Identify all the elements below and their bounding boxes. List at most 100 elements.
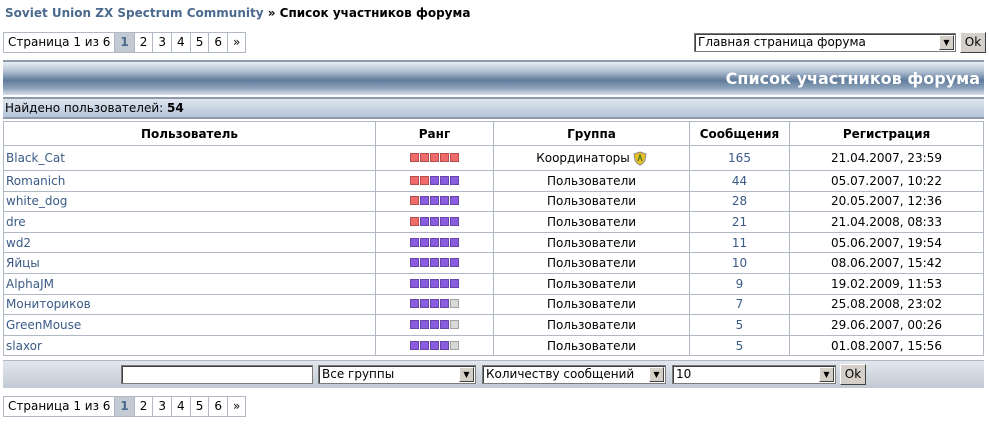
group-name: Пользователи bbox=[546, 256, 637, 271]
page-2[interactable]: 2 bbox=[133, 33, 153, 52]
group-name: Пользователи bbox=[546, 173, 637, 188]
col-posts[interactable]: Сообщения bbox=[689, 121, 790, 146]
breadcrumb-separator: » bbox=[263, 6, 280, 20]
user-cell: Мониториков bbox=[3, 293, 376, 316]
next-page[interactable]: » bbox=[226, 33, 245, 52]
posts-cell: 28 bbox=[689, 190, 790, 213]
found-count: 54 bbox=[167, 101, 184, 115]
shield-icon bbox=[633, 150, 647, 166]
jump-ok-button[interactable]: Ok bbox=[960, 32, 986, 53]
table-row: dre Пользователи 21 21.04.2008, 08:33 bbox=[3, 211, 984, 233]
rank-pip bbox=[420, 237, 429, 247]
breadcrumb-home-link[interactable]: Soviet Union ZX Spectrum Community bbox=[5, 6, 264, 20]
rank-pip bbox=[410, 319, 419, 329]
posts-link[interactable]: 10 bbox=[731, 256, 748, 271]
rank-pip bbox=[440, 340, 449, 350]
user-link[interactable]: slaxor bbox=[6, 338, 42, 353]
rank-pip bbox=[430, 340, 439, 350]
posts-cell: 21 bbox=[689, 211, 790, 233]
user-link[interactable]: Яйцы bbox=[6, 256, 40, 271]
group-cell: Пользователи bbox=[493, 314, 690, 336]
forum-jump-select[interactable]: Главная страница форума ▼ bbox=[694, 33, 956, 52]
rank-indicator bbox=[410, 340, 459, 350]
col-registered[interactable]: Регистрация bbox=[789, 121, 984, 146]
per-page-value: 10 bbox=[676, 367, 692, 381]
user-cell: wd2 bbox=[3, 231, 376, 254]
rank-indicator bbox=[410, 175, 459, 185]
chevron-down-icon: ▼ bbox=[649, 367, 664, 382]
sort-select[interactable]: Количеству сообщений ▼ bbox=[482, 365, 666, 384]
page-1[interactable]: 1 bbox=[114, 397, 134, 416]
posts-link[interactable]: 11 bbox=[731, 235, 748, 250]
posts-link[interactable]: 5 bbox=[735, 317, 744, 332]
table-row: Black_Cat Координаторы 165 21.04.2007, 2… bbox=[3, 145, 984, 171]
posts-link[interactable]: 21 bbox=[731, 214, 748, 229]
page-1[interactable]: 1 bbox=[114, 33, 134, 52]
page-3[interactable]: 3 bbox=[152, 397, 171, 416]
page-6[interactable]: 6 bbox=[208, 33, 227, 52]
rank-indicator bbox=[410, 299, 459, 309]
user-link[interactable]: dre bbox=[6, 214, 26, 229]
rank-pip bbox=[420, 153, 429, 162]
posts-link[interactable]: 165 bbox=[728, 151, 751, 165]
rank-cell bbox=[375, 190, 494, 213]
table-row: white_dog Пользователи 28 20.05.2007, 12… bbox=[3, 190, 984, 213]
rank-pip bbox=[450, 258, 459, 268]
rank-pip bbox=[430, 175, 439, 185]
rank-pip bbox=[450, 237, 459, 247]
rank-pip bbox=[420, 319, 429, 329]
table-row: wd2 Пользователи 11 05.06.2007, 19:54 bbox=[3, 231, 984, 254]
rank-pip bbox=[450, 319, 459, 329]
posts-cell: 5 bbox=[689, 334, 790, 357]
group-cell: Пользователи bbox=[493, 293, 690, 316]
user-link[interactable]: wd2 bbox=[6, 235, 32, 250]
user-link[interactable]: Romanich bbox=[6, 173, 66, 188]
next-page[interactable]: » bbox=[226, 397, 245, 416]
rank-pip bbox=[410, 299, 419, 309]
table-row: Мониториков Пользователи 7 25.08.2008, 2… bbox=[3, 293, 984, 316]
page-6[interactable]: 6 bbox=[208, 397, 227, 416]
user-cell: Black_Cat bbox=[3, 145, 376, 171]
page-3[interactable]: 3 bbox=[152, 33, 171, 52]
posts-link[interactable]: 7 bbox=[735, 297, 744, 312]
username-search-input[interactable] bbox=[121, 365, 313, 384]
col-user[interactable]: Пользователь bbox=[3, 121, 376, 146]
page-2[interactable]: 2 bbox=[133, 397, 153, 416]
rank-cell bbox=[375, 170, 494, 192]
posts-link[interactable]: 5 bbox=[735, 338, 744, 353]
rank-pip bbox=[420, 340, 429, 350]
user-link[interactable]: white_dog bbox=[6, 194, 68, 209]
user-link[interactable]: Мониториков bbox=[6, 297, 91, 312]
rank-pip bbox=[450, 175, 459, 185]
page-5[interactable]: 5 bbox=[189, 33, 209, 52]
posts-link[interactable]: 9 bbox=[735, 276, 744, 291]
page-4[interactable]: 4 bbox=[171, 33, 190, 52]
posts-link[interactable]: 28 bbox=[731, 194, 748, 209]
rank-pip bbox=[430, 278, 439, 288]
group-name: Координаторы bbox=[536, 150, 630, 165]
col-rank: Ранг bbox=[375, 121, 494, 146]
group-filter-select[interactable]: Все группы ▼ bbox=[318, 365, 476, 384]
group-cell: Пользователи bbox=[493, 252, 690, 274]
user-link[interactable]: GreenMouse bbox=[6, 317, 82, 332]
rank-pip bbox=[410, 216, 419, 226]
per-page-select[interactable]: 10 ▼ bbox=[672, 365, 836, 384]
user-link[interactable]: AlphaJM bbox=[6, 276, 55, 291]
rank-cell bbox=[375, 231, 494, 254]
registered-cell: 08.06.2007, 15:42 bbox=[789, 252, 984, 274]
group-filter-value: Все группы bbox=[322, 367, 395, 381]
rank-pip bbox=[420, 216, 429, 226]
posts-link[interactable]: 44 bbox=[731, 173, 748, 188]
pagination-bottom: Страница 1 из 6 1 2 3 4 5 6 » bbox=[3, 396, 247, 417]
page-4[interactable]: 4 bbox=[171, 397, 190, 416]
user-cell: GreenMouse bbox=[3, 314, 376, 336]
user-link[interactable]: Black_Cat bbox=[6, 151, 65, 165]
filter-ok-button[interactable]: Ok bbox=[840, 364, 866, 385]
rank-pip bbox=[440, 278, 449, 288]
page-5[interactable]: 5 bbox=[189, 397, 209, 416]
table-row: GreenMouse Пользователи 5 29.06.2007, 00… bbox=[3, 314, 984, 336]
rank-pip bbox=[440, 153, 449, 162]
group-cell: Пользователи bbox=[493, 190, 690, 213]
rank-pip bbox=[420, 299, 429, 309]
rank-indicator bbox=[410, 196, 459, 206]
